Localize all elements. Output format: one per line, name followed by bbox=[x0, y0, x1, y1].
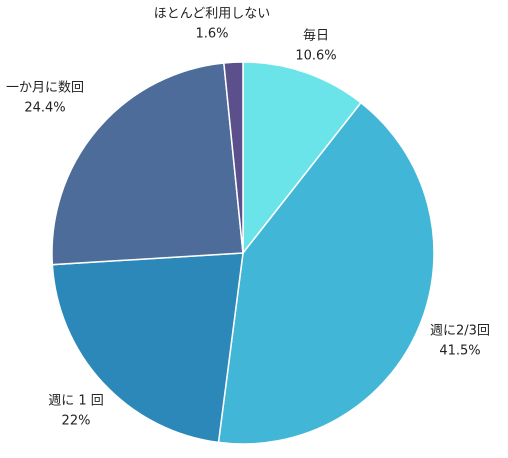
slice-value-label: 10.6% bbox=[295, 49, 336, 64]
pie-slice bbox=[223, 61, 244, 254]
slice-label: ほとんど利用しない bbox=[154, 7, 271, 22]
slice-value-label: 41.5% bbox=[439, 344, 480, 359]
slice-value-label: 1.6% bbox=[195, 27, 228, 42]
slice-label: 毎日 bbox=[303, 28, 329, 44]
pie-slice bbox=[51, 252, 244, 444]
slice-label: 一か月に数回 bbox=[6, 81, 84, 96]
slice-label: 週に2/3回 bbox=[430, 324, 490, 339]
pie-slice bbox=[217, 101, 435, 445]
slice-value-label: 24.4% bbox=[24, 101, 65, 116]
slice-value-label: 22% bbox=[62, 414, 91, 429]
pie-slice bbox=[242, 61, 362, 256]
pie-slice bbox=[51, 62, 244, 266]
slice-label: 週に 1 回 bbox=[48, 394, 104, 409]
